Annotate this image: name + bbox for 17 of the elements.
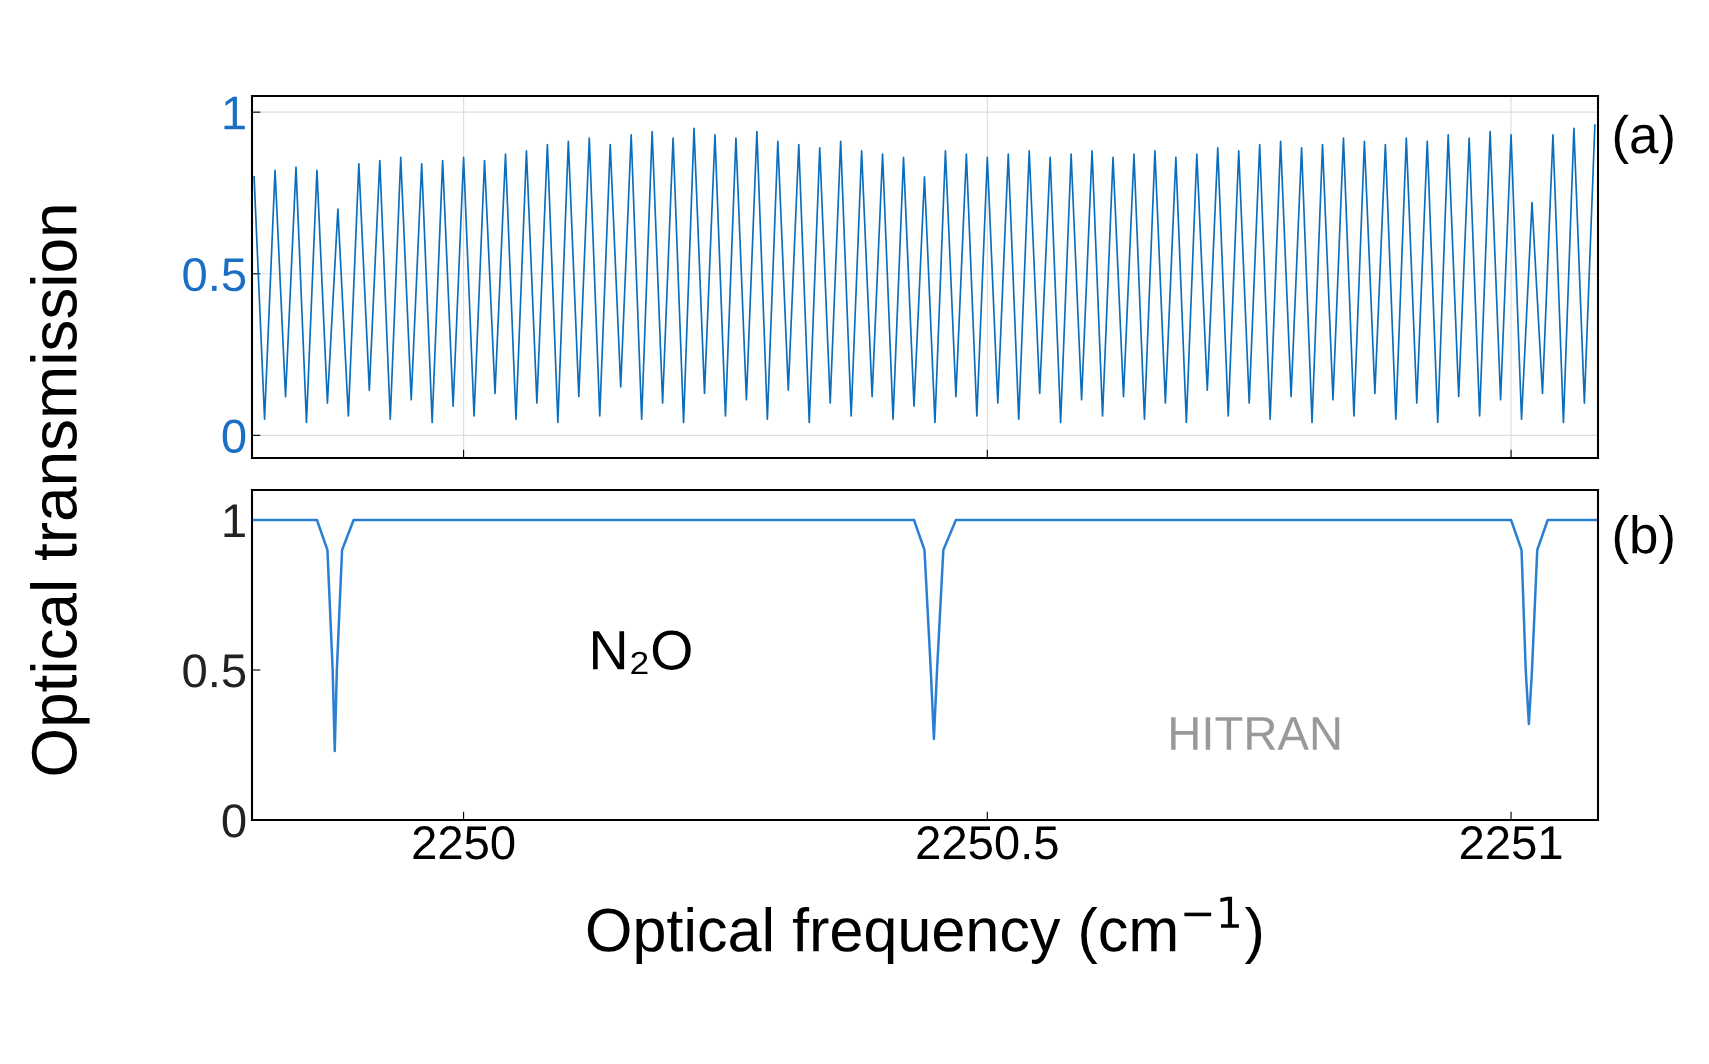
line-series	[252, 518, 1598, 753]
x-tick-label: 2250	[413, 826, 515, 860]
y-tick-label: 1	[224, 504, 245, 538]
text: (a)	[1614, 114, 1673, 165]
text: (b)	[1614, 514, 1673, 565]
y-tick-label: 0.5	[183, 257, 246, 292]
annotation: N₂O	[593, 630, 691, 675]
line-series	[253, 124, 1596, 424]
y-tick-label: 0	[222, 804, 246, 838]
x-axis-title: Optical frequency (cm$^{−1}$)	[587, 896, 1262, 964]
y-tick-label: 0	[222, 419, 246, 453]
annotation: HITRAN	[1171, 717, 1340, 750]
y-tick-label: 0.5	[183, 654, 246, 688]
y-tick-label: 1	[224, 96, 245, 130]
y-axis-title: Optical transmission	[30, 206, 90, 775]
x-tick-label: 2250.5	[917, 826, 1058, 860]
x-tick-label: 2251	[1460, 826, 1562, 860]
